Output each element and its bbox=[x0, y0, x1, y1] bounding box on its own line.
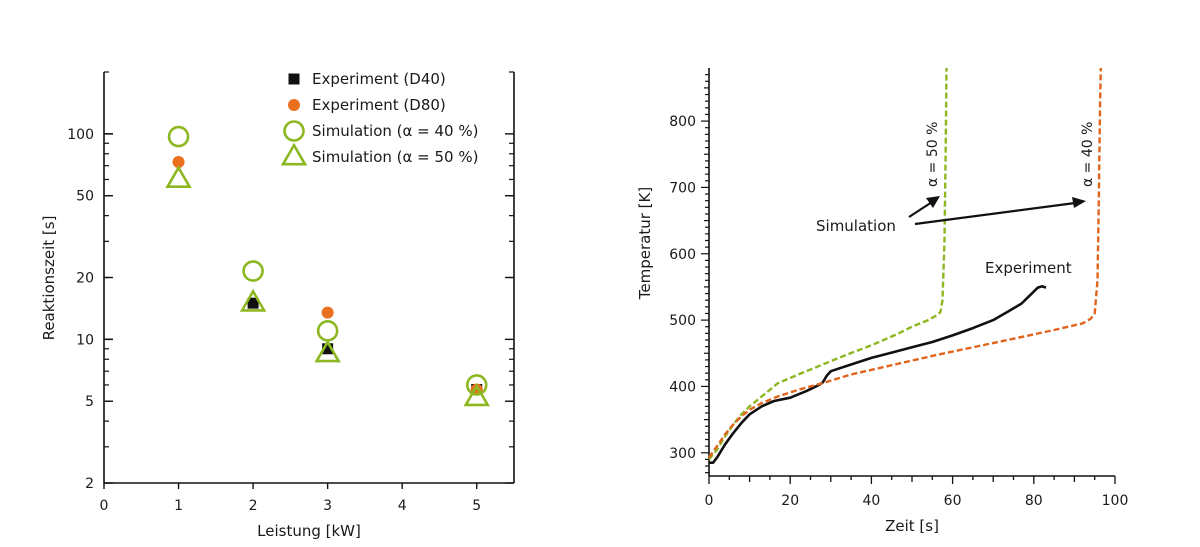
left-point-open-triangle bbox=[239, 288, 267, 312]
legend-label: Experiment (D40) bbox=[312, 70, 446, 88]
right-x-tick-label: 40 bbox=[862, 493, 880, 509]
right-y-tick-label: 800 bbox=[669, 114, 696, 130]
left-chart: 0 1 2 3 4 5 2 5 10 20 50 100 Leistung [kW] Reaktio… bbox=[40, 70, 515, 540]
legend-marker-open-circle bbox=[283, 120, 305, 142]
left-point-filled-square bbox=[247, 297, 259, 309]
left-y-axis-title: Reaktionszeit [s] bbox=[40, 216, 58, 341]
simulation-arrow-2 bbox=[914, 201, 1076, 226]
left-series-2 bbox=[167, 125, 488, 396]
right-chart: 0 20 40 60 80 100 300 400 500 600 700 800 Zeit [s]… bbox=[636, 67, 1129, 535]
right-annotations: Simulation Experiment α = 50 % α = 40 % bbox=[816, 122, 1096, 277]
left-x-tick-label: 0 bbox=[100, 498, 109, 514]
legend-label: Experiment (D80) bbox=[312, 96, 446, 114]
right-y-tick-label: 300 bbox=[669, 446, 696, 462]
legend-marker-filled-square bbox=[288, 73, 300, 85]
left-point-open-circle bbox=[316, 320, 339, 342]
simulation-annotation: Simulation bbox=[816, 217, 896, 235]
alpha40-annotation: α = 40 % bbox=[1080, 122, 1096, 187]
legend-label: Simulation (α = 50 %) bbox=[312, 148, 478, 166]
experiment-annotation: Experiment bbox=[985, 259, 1072, 277]
right-y-tick-label: 400 bbox=[669, 379, 696, 395]
right-y-axis-title: Temperatur [K] bbox=[636, 187, 654, 300]
left-series-0 bbox=[247, 297, 483, 396]
left-legend: Experiment (D40) Experiment (D80) Simulati… bbox=[280, 70, 478, 166]
right-series-line-1 bbox=[708, 67, 948, 461]
left-series-1 bbox=[172, 155, 483, 396]
simulation-arrow-1 bbox=[908, 201, 933, 218]
left-data-points bbox=[165, 125, 490, 407]
left-y-tick-label: 50 bbox=[76, 189, 94, 205]
alpha50-annotation: α = 50 % bbox=[925, 122, 941, 187]
left-point-filled-circle bbox=[172, 155, 185, 168]
left-point-open-circle bbox=[242, 260, 264, 282]
simulation-arrowhead-2 bbox=[1072, 197, 1086, 208]
left-point-open-circle bbox=[465, 374, 488, 396]
legend-marker-open-triangle bbox=[280, 142, 308, 166]
right-series-line-2 bbox=[708, 67, 1102, 459]
left-point-filled-circle bbox=[321, 306, 334, 319]
right-x-tick-label: 60 bbox=[944, 493, 962, 509]
right-series-line-0 bbox=[709, 284, 1047, 465]
left-point-open-triangle bbox=[463, 383, 490, 407]
left-x-ticks: 0 1 2 3 4 5 bbox=[100, 483, 481, 514]
simulation-arrowhead-1 bbox=[926, 196, 940, 208]
legend-marker-filled-circle bbox=[288, 99, 300, 111]
right-y-ticks: 300 400 500 600 700 800 bbox=[669, 74, 709, 474]
left-point-open-triangle bbox=[314, 339, 341, 363]
left-y-ticks: 2 5 10 20 50 100 bbox=[67, 71, 514, 492]
left-x-tick-label: 5 bbox=[472, 498, 481, 514]
right-x-tick-label: 0 bbox=[705, 493, 714, 509]
left-series-3 bbox=[165, 165, 490, 407]
right-x-axis-title: Zeit [s] bbox=[885, 517, 939, 535]
left-point-open-circle bbox=[167, 125, 190, 148]
right-x-ticks: 0 20 40 60 80 100 bbox=[705, 476, 1129, 509]
right-x-tick-label: 80 bbox=[1025, 493, 1043, 509]
left-y-tick-label: 5 bbox=[85, 394, 94, 410]
left-x-axis-title: Leistung [kW] bbox=[257, 522, 361, 540]
left-y-tick-label: 100 bbox=[67, 127, 94, 143]
right-x-tick-label: 20 bbox=[781, 493, 799, 509]
right-y-tick-label: 700 bbox=[669, 180, 696, 196]
right-series-lines bbox=[708, 67, 1102, 465]
left-x-tick-label: 1 bbox=[174, 498, 183, 514]
left-x-tick-label: 2 bbox=[249, 498, 258, 514]
left-point-open-triangle bbox=[165, 165, 192, 188]
left-y-tick-label: 2 bbox=[85, 476, 94, 492]
right-x-tick-label: 100 bbox=[1102, 493, 1129, 509]
left-x-tick-label: 3 bbox=[323, 498, 332, 514]
left-y-tick-label: 20 bbox=[76, 271, 94, 287]
legend-label: Simulation (α = 40 %) bbox=[312, 122, 478, 140]
left-y-tick-label: 10 bbox=[76, 332, 94, 348]
left-x-tick-label: 4 bbox=[398, 498, 407, 514]
right-y-tick-label: 600 bbox=[669, 247, 696, 263]
right-y-tick-label: 500 bbox=[669, 313, 696, 329]
left-point-filled-square bbox=[322, 343, 334, 355]
